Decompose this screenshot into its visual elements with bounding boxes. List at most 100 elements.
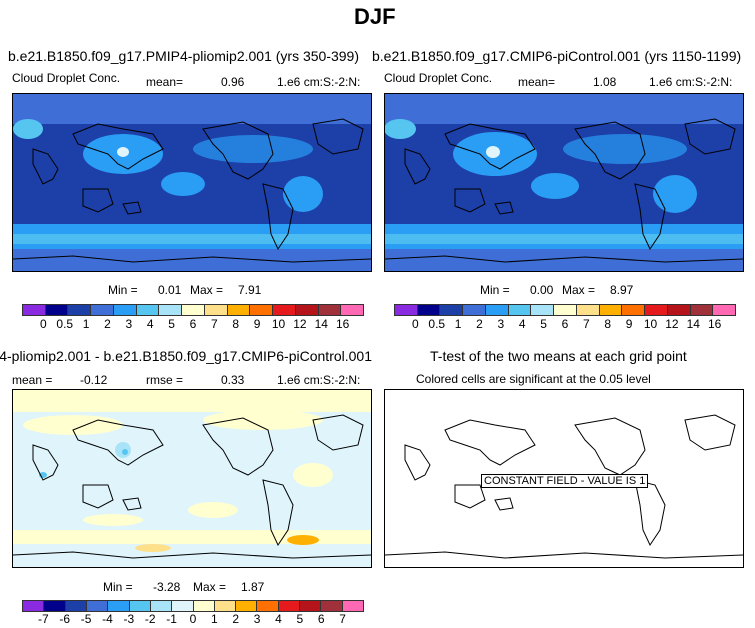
panel-tr-min-label: Min = [480,283,510,297]
panel-tr-map [384,93,744,272]
colorbar-swatch [108,601,130,611]
colorbar-tick-label: 14 [686,317,700,331]
colorbar-tick-label: 12 [665,317,679,331]
panel-bl-title-text: b.e21.B1850.f09_g17.PMIP4-pliomip2.001 -… [0,348,372,364]
colorbar-tick-label: 7 [583,317,590,331]
panel-br-subtitle: Colored cells are significant at the 0.0… [416,372,651,386]
panel-tr-units: 1.e6 cm:S:-2:N: [649,75,733,89]
colorbar-tick-label: -6 [59,612,71,626]
panel-br-map: CONSTANT FIELD - VALUE IS 1 [384,389,744,568]
colorbar-tr [394,304,736,316]
panel-tl-mean-label: mean= [146,75,184,89]
colorbar-swatch [91,305,114,315]
panel-bl-min-label: Min = [103,580,133,594]
colorbar-swatch [321,601,343,611]
colorbar-swatch [257,601,279,611]
colorbar-bl [22,600,364,612]
colorbar-tick-label: -1 [166,612,177,626]
colorbar-tick-label: 2 [104,317,111,331]
colorbar-swatch [531,305,555,315]
colorbar-tick-label: 5 [296,612,304,626]
colorbar-swatch [713,305,736,315]
colorbar-tick-label: -3 [123,612,135,626]
colorbar-tl-ticks: 0 0.5 1 2 3 4 5 6 7 8 9 10 12 14 16 [22,317,364,331]
colorbar-tick-label: 12 [293,317,307,331]
constant-field-label: CONSTANT FIELD - VALUE IS 1 [481,474,649,488]
panel-tr-mean: 1.08 [593,75,617,89]
colorbar-tick-label: 0 [40,317,47,331]
panel-tr-min: 0.00 [530,283,554,297]
colorbar-swatch [554,305,577,315]
colorbar-tick-label: 1 [454,317,462,331]
panel-tr-title: b.e21.B1850.f09_g17.CMIP6-piControl.001 … [372,48,742,64]
colorbar-swatch [45,305,69,315]
panel-tl-min: 0.01 [158,283,182,297]
colorbar-tick-label: -4 [102,612,113,626]
colorbar-tick-label: 5 [540,317,547,331]
colorbar-swatch [44,601,66,611]
difference-map [13,390,371,567]
colorbar-swatch [136,305,160,315]
colorbar-tick-label: 7 [211,317,218,331]
colorbar-swatch [65,601,87,611]
colorbar-swatch [341,305,364,315]
colorbar-tick-label: 3 [253,612,261,626]
colorbar-tl [22,304,364,316]
panel-bl-mean-label: mean = [12,373,53,387]
colorbar-tick-label: 3 [125,317,133,331]
colorbar-tick-label: 4 [275,612,282,626]
panel-tr-max: 8.97 [610,283,634,297]
colorbar-swatch [193,601,215,611]
colorbar-tick-label: 1 [211,612,218,626]
colorbar-tick-label: 8 [232,317,240,331]
colorbar-tick-label: 6 [189,317,197,331]
colorbar-swatch [214,601,237,611]
panel-tr-variable: Cloud Droplet Conc. [384,71,493,85]
panel-tl-variable: Cloud Droplet Conc. [12,71,121,85]
colorbar-swatch [576,305,600,315]
colorbar-swatch [236,601,258,611]
colorbar-swatch [485,305,509,315]
colorbar-swatch [68,305,92,315]
colorbar-tick-label: 5 [168,317,175,331]
panel-bl-min: -3.28 [153,580,181,594]
colorbar-tick-label: -5 [80,612,92,626]
colorbar-tick-label: 9 [625,317,633,331]
colorbar-swatch [622,305,646,315]
panel-tr-max-label: Max = [562,283,596,297]
panel-bl-rmse-label: rmse = [146,373,184,387]
panel-bl-title: b.e21.B1850.f09_g17.PMIP4-pliomip2.001 -… [0,348,372,364]
cloud-droplet-map-pliomip [13,94,371,271]
colorbar-tick-label: 10 [643,317,658,331]
colorbar-swatch [182,305,205,315]
colorbar-swatch [172,601,194,611]
colorbar-tick-label: 7 [339,612,346,626]
colorbar-swatch [690,305,714,315]
panel-tl-units: 1.e6 cm:S:-2:N: [277,75,361,89]
colorbar-swatch [273,305,296,315]
colorbar-tr-ticks: 0 0.5 1 2 3 4 5 6 7 8 9 10 12 14 16 [394,317,736,331]
colorbar-swatch [440,305,464,315]
colorbar-swatch [113,305,137,315]
panel-tl-title: b.e21.B1850.f09_g17.PMIP4-pliomip2.001 (… [8,48,359,64]
page-title: DJF [354,4,396,29]
colorbar-swatch [395,305,418,315]
colorbar-swatch [417,305,441,315]
colorbar-tick-label: 2 [232,612,240,626]
colorbar-tick-label: 0.5 [56,317,74,331]
panel-tr-mean-label: mean= [518,75,556,89]
panel-tl-mean: 0.96 [221,75,245,89]
panel-bl-max: 1.87 [241,580,265,594]
colorbar-tick-label: 9 [253,317,261,331]
colorbar-tick-label: 0.5 [428,317,446,331]
colorbar-tick-label: 8 [604,317,612,331]
colorbar-swatch [295,305,319,315]
panel-tl-map [12,93,372,272]
panel-tl-max: 7.91 [238,283,262,297]
colorbar-tick-label: 16 [335,317,350,331]
colorbar-swatch [342,601,363,611]
colorbar-tick-label: 2 [476,317,483,331]
colorbar-swatch [159,305,183,315]
colorbar-swatch [318,305,342,315]
colorbar-swatch [86,601,109,611]
